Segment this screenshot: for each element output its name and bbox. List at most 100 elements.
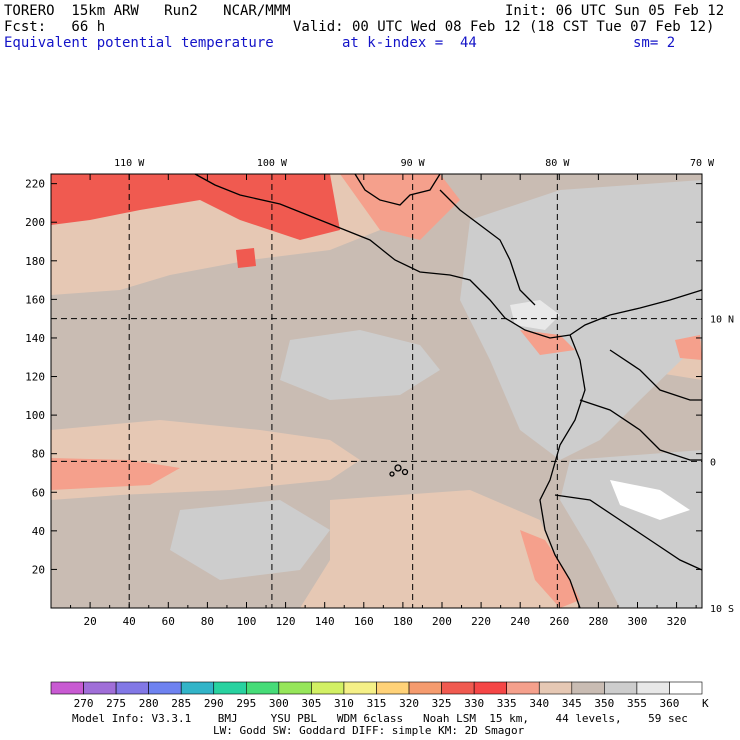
x-tick-label: 100 <box>237 615 257 628</box>
colorbar-label: 340 <box>529 697 549 710</box>
longitude-label: 110 W <box>114 158 145 169</box>
y-tick-label: 180 <box>25 255 45 268</box>
y-tick-label: 20 <box>32 563 45 576</box>
galapagos-island <box>394 464 402 472</box>
colorbar-label: 330 <box>464 697 484 710</box>
colorbar-swatch <box>311 681 345 695</box>
colorbar-swatch <box>278 681 312 695</box>
colorbar-label: 275 <box>106 697 126 710</box>
y-tick-label: 40 <box>32 525 45 538</box>
physics-info: LW: Godd SW: Goddard DIFF: simple KM: 2D… <box>213 724 525 737</box>
x-tick-label: 240 <box>510 615 530 628</box>
colorbar-swatch <box>213 681 247 695</box>
x-tick-label: 320 <box>667 615 687 628</box>
colorbar-swatch <box>506 681 540 695</box>
x-tick-label: 180 <box>393 615 413 628</box>
x-tick-label: 280 <box>588 615 608 628</box>
y-tick-label: 60 <box>32 486 45 499</box>
galapagos-island <box>401 468 409 476</box>
warm-region-peru <box>520 530 580 608</box>
axis-ticks <box>51 174 702 608</box>
x-tick-label: 40 <box>123 615 136 628</box>
colorbar-swatch <box>343 681 377 695</box>
grey-region-southeast <box>560 450 702 608</box>
colorbar-label: 345 <box>562 697 582 710</box>
y-tick-label: 140 <box>25 332 45 345</box>
latitude-label: 0 <box>710 457 716 468</box>
colorbar-swatch <box>50 681 84 695</box>
smoothing-info: sm= 2 <box>633 35 676 51</box>
latlon-grid <box>51 174 702 608</box>
warm-band-equator <box>51 458 180 490</box>
colorbar-swatch <box>441 681 475 695</box>
x-tick-label: 220 <box>471 615 491 628</box>
axis-labels: 110 W 100 W 90 W 80 W 70 W 10 N 0 10 S 20 40 60 80 1… <box>25 158 734 628</box>
white-patch-north <box>510 300 560 330</box>
border-brazil <box>609 349 702 401</box>
colorbar-swatch <box>408 681 442 695</box>
y-tick-label: 160 <box>25 293 45 306</box>
colorbar-unit: K <box>702 697 709 710</box>
init-time: Init: 06 UTC Sun 05 Feb 12 <box>505 3 725 19</box>
level-info: at k-index = 44 <box>342 35 477 51</box>
field-shading <box>51 174 702 608</box>
x-tick-label: 80 <box>201 615 214 628</box>
peach-region-south <box>300 490 580 608</box>
colorbar-label: 350 <box>594 697 614 710</box>
warm-spot <box>236 248 256 268</box>
colorbar-label: 300 <box>269 697 289 710</box>
coastline-south-america <box>539 334 586 609</box>
colorbar-label: 305 <box>301 697 321 710</box>
x-tick-label: 260 <box>549 615 569 628</box>
longitude-label: 80 W <box>545 158 570 169</box>
colorbar-label: 290 <box>204 697 224 710</box>
model-title: TORERO 15km ARW Run2 NCAR/MMM <box>4 3 291 19</box>
colorbar-label: 325 <box>432 697 452 710</box>
coastline-yucatan <box>354 173 441 206</box>
colorbar-label: 315 <box>367 697 387 710</box>
field-title: Equivalent potential temperature <box>4 35 274 51</box>
valid-time: Valid: 00 UTC Wed 08 Feb 12 (18 CST Tue … <box>293 19 715 35</box>
y-tick-label: 100 <box>25 409 45 422</box>
colorbar-swatch <box>246 681 280 695</box>
colorbar-swatch <box>473 681 507 695</box>
longitude-label: 70 W <box>690 158 715 169</box>
x-tick-label: 300 <box>628 615 648 628</box>
forecast-hour: Fcst: 66 h <box>4 19 106 35</box>
colorbar-label: 320 <box>399 697 419 710</box>
x-tick-label: 140 <box>315 615 335 628</box>
colorbar-swatch <box>83 681 117 695</box>
y-tick-label: 220 <box>25 178 45 191</box>
warm-region-northwest <box>51 174 340 240</box>
grey-region-south <box>170 500 330 580</box>
latitude-label: 10 N <box>710 315 734 326</box>
colorbar-swatch <box>148 681 182 695</box>
x-tick-label: 120 <box>276 615 296 628</box>
grey-region-east <box>460 180 702 460</box>
x-tick-label: 160 <box>354 615 374 628</box>
colorbar-label: 295 <box>236 697 256 710</box>
galapagos-island <box>389 471 395 477</box>
grey-region-central <box>280 330 440 400</box>
longitude-label: 90 W <box>401 158 426 169</box>
colorbar-label: 335 <box>497 697 517 710</box>
colorbar-swatch <box>538 681 573 695</box>
longitude-label: 100 W <box>257 158 288 169</box>
x-tick-label: 200 <box>432 615 452 628</box>
border-colombia <box>579 399 702 461</box>
latitude-label: 10 S <box>710 604 734 615</box>
warm-region-venezuela <box>675 335 702 360</box>
x-tick-label: 60 <box>162 615 175 628</box>
colorbar-label: 270 <box>74 697 94 710</box>
x-tick-label: 20 <box>83 615 96 628</box>
model-info: Model Info: V3.3.1 BMJ YSU PBL WDM 6clas… <box>72 712 688 725</box>
coastline-caribbean <box>439 189 536 306</box>
colorbar-swatch <box>376 681 410 695</box>
plot-frame <box>50 173 703 609</box>
white-patch-south <box>610 480 690 520</box>
colorbar-label: 280 <box>139 697 159 710</box>
theta-e-map: 110 W 100 W 90 W 80 W 70 W 10 N 0 10 S 20 40 60 80 1… <box>25 158 734 710</box>
colorbar-swatch <box>115 681 149 695</box>
colorbar: 270 275 280 285 290 295 300 305 310 315 320 325 330 3… <box>50 681 709 710</box>
y-tick-label: 80 <box>32 448 45 461</box>
